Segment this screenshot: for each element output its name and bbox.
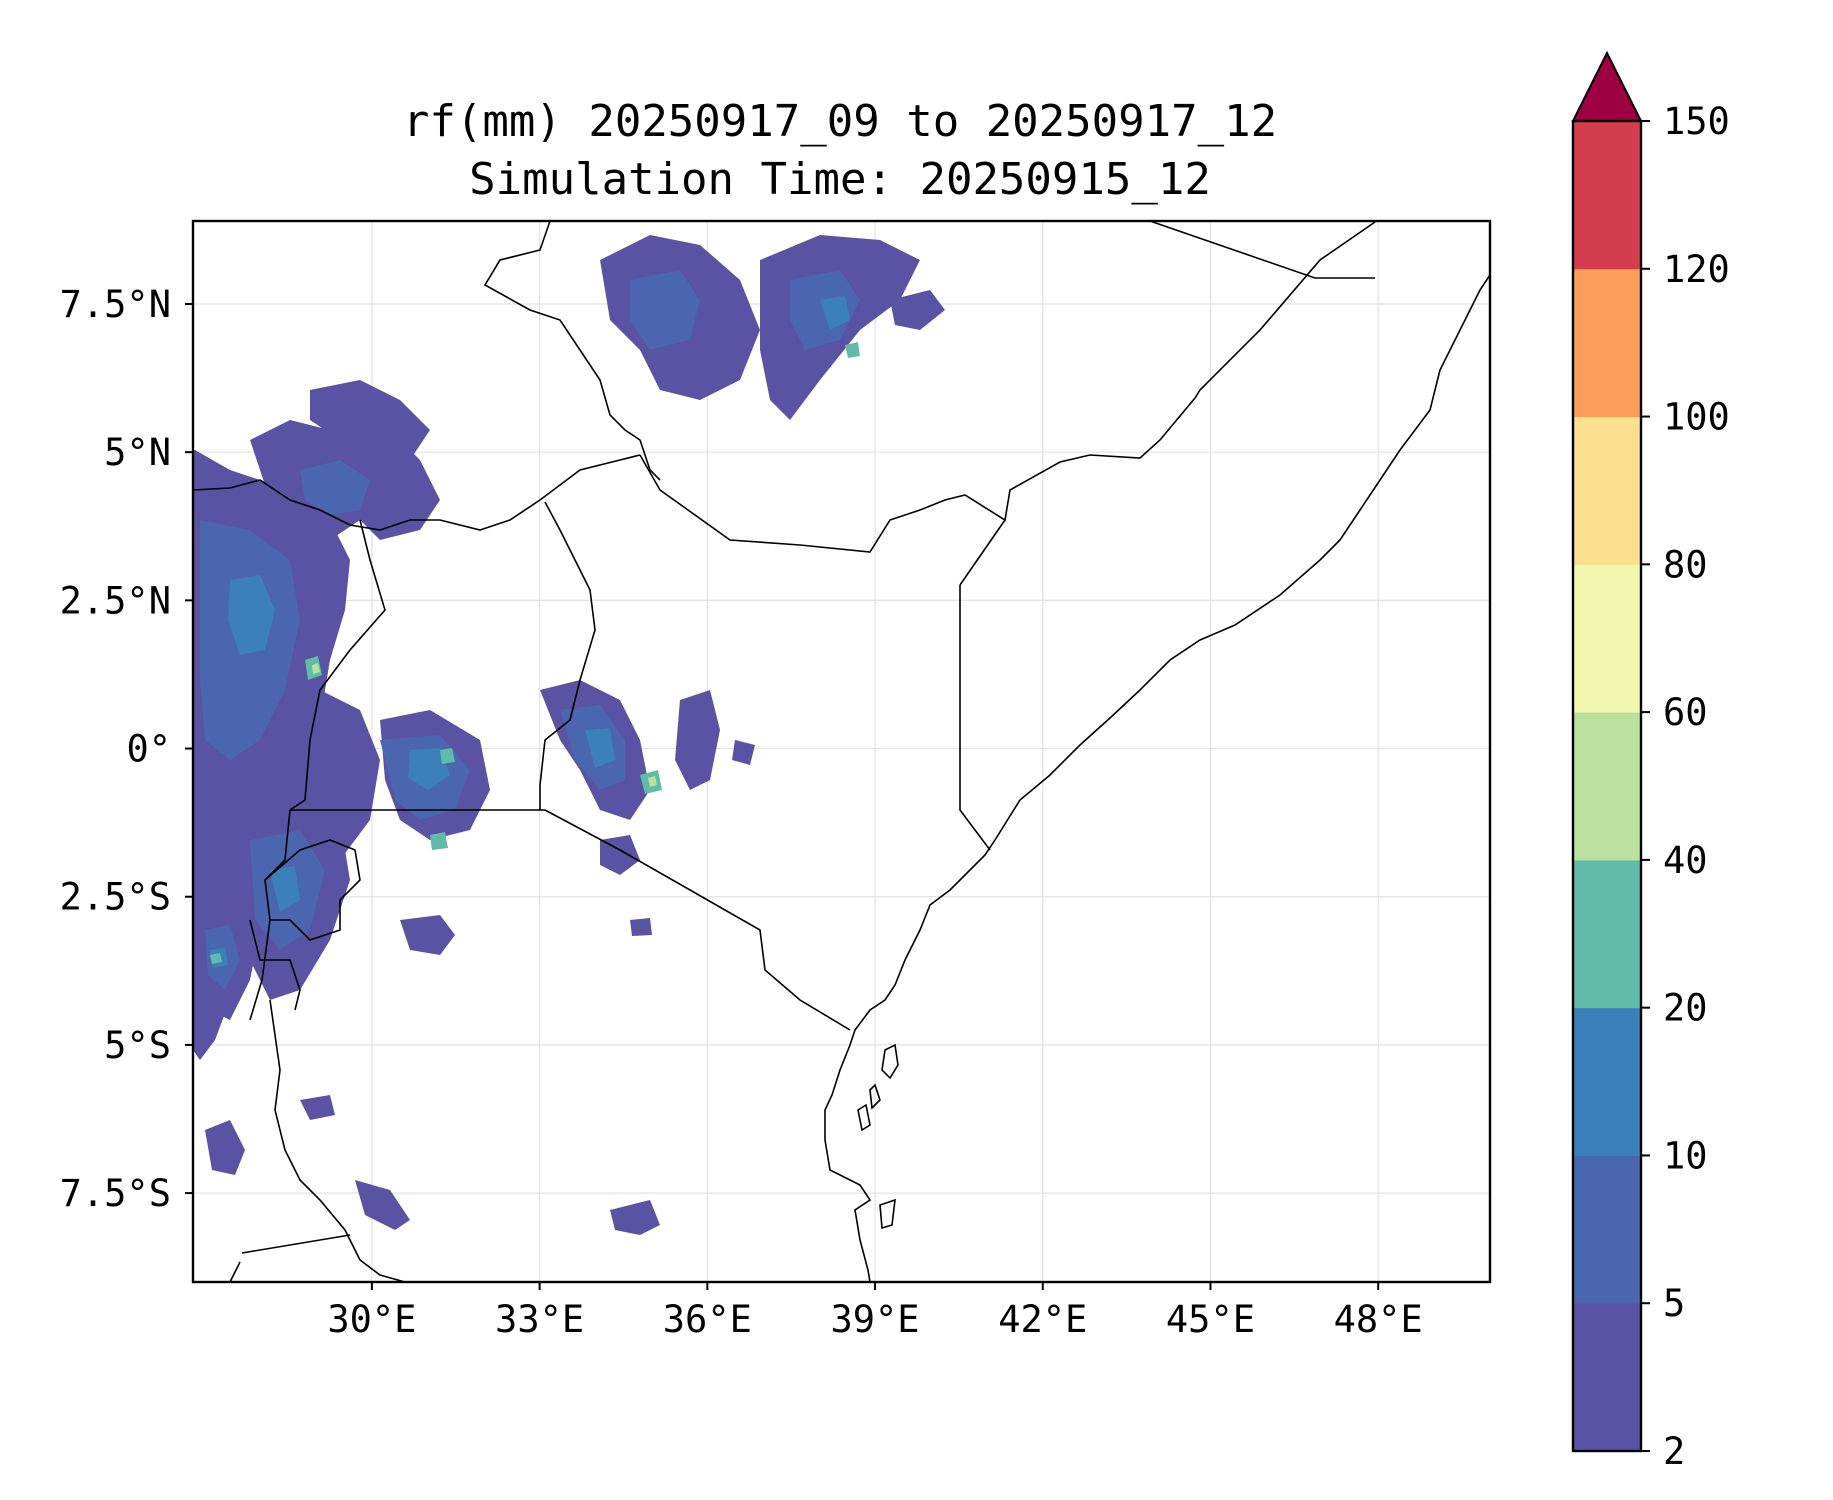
rain-blob-tz — [270, 866, 300, 912]
lat-tick-label: 7.5°S — [60, 1172, 171, 1215]
rain-blob-ethiopia — [820, 296, 850, 330]
rain-core-uganda — [300, 460, 370, 515]
colorbar-segment — [1573, 1303, 1641, 1452]
border-djibouti-top — [1149, 221, 1375, 279]
rain-level-20-40 — [210, 342, 860, 964]
colorbar-tick-label: 60 — [1663, 691, 1708, 734]
colorbar-segment — [1573, 712, 1641, 861]
border-tz-west — [249, 809, 291, 1021]
colorbar-frame — [1571, 119, 1643, 1453]
border-zambia-tz — [241, 1234, 351, 1254]
rainfall-field — [193, 235, 945, 1235]
colorbar-ticks: 2 5 10 20 40 60 80 100 120 150 — [1641, 100, 1730, 1473]
lat-tick-label: 2.5°S — [60, 876, 171, 919]
colorbar-segments — [1573, 121, 1641, 1452]
colorbar-tick-label: 5 — [1663, 1282, 1685, 1325]
border-south-sudan-south — [193, 454, 641, 531]
rain-area-kilimanjaro — [630, 918, 652, 936]
rain-area-tz-west-small — [300, 1095, 335, 1120]
rain-area-tanzania-central — [400, 915, 455, 955]
colorbar-tick-label: 2 — [1663, 1430, 1685, 1473]
rain-peak-sw — [210, 953, 222, 964]
rain-area-southwest — [205, 1120, 245, 1175]
lat-tick-label: 2.5°N — [60, 579, 171, 622]
rain-peak-tz — [430, 832, 448, 850]
colorbar-segment — [1573, 564, 1641, 713]
rain-max-kenya — [648, 776, 657, 787]
colorbar-segment — [1573, 1155, 1641, 1304]
lat-tick-label: 0° — [126, 728, 171, 771]
colorbar-tick-label: 20 — [1663, 987, 1708, 1030]
rain-level-10-20 — [210, 296, 850, 968]
map-area — [193, 221, 1490, 1282]
border-ethiopia-somalia — [639, 389, 1201, 553]
map-frame — [191, 219, 1492, 1284]
colorbar-tick-label: 10 — [1663, 1134, 1708, 1177]
border-ethiopia-somaliland — [959, 519, 1006, 586]
border-south-sudan-ethiopia — [483, 221, 661, 481]
border-tz-congo-lake — [269, 999, 406, 1282]
title-line-1: rf(mm) 20250917_09 to 20250917_12 — [403, 96, 1277, 147]
longitude-axis: 30°E 33°E 36°E 39°E 42°E 45°E 48°E — [327, 1282, 1423, 1341]
colorbar-segment — [1573, 268, 1641, 418]
lon-tick-label: 36°E — [663, 1298, 752, 1341]
colorbar-segment — [1573, 121, 1641, 270]
lon-tick-label: 39°E — [830, 1298, 919, 1341]
title-line-2: Simulation Time: 20250915_12 — [469, 154, 1211, 205]
coastline-kenya-somalia — [824, 274, 1490, 1282]
lon-tick-label: 33°E — [495, 1298, 584, 1341]
rain-area-kenya-central — [675, 690, 720, 790]
colorbar-tick-label: 100 — [1663, 396, 1730, 439]
rain-peak-ethiopia — [845, 342, 860, 358]
colorbar-tick-label: 150 — [1663, 100, 1730, 143]
colorbar-tick-label: 120 — [1663, 248, 1730, 291]
rain-area-south-east — [610, 1200, 660, 1235]
coastline-pemba — [857, 1103, 871, 1132]
rain-level-40-60 — [312, 663, 657, 787]
lat-tick-label: 7.5°N — [60, 283, 171, 326]
rain-blob-kenya — [585, 728, 615, 768]
coastline-island-south — [879, 1198, 896, 1230]
rain-area-ethiopia-3 — [890, 290, 945, 330]
rain-blob-congo-1 — [228, 575, 275, 655]
border-somalia-somaliland — [1199, 221, 1376, 391]
country-borders — [193, 221, 1490, 1282]
colorbar-segment — [1573, 1007, 1641, 1156]
border-rwanda-burundi — [264, 839, 361, 941]
rain-max-congo — [312, 663, 320, 674]
lon-tick-label: 42°E — [998, 1298, 1087, 1341]
lon-tick-label: 48°E — [1334, 1298, 1423, 1341]
border-congo-sw — [229, 1261, 241, 1282]
rain-area-south-central — [355, 1180, 410, 1230]
latitude-axis: 7.5°N 5°N 2.5°N 0° 2.5°S 5°S 7.5°S — [60, 283, 193, 1215]
colorbar: 2 5 10 20 40 60 80 100 120 150 — [1571, 50, 1730, 1473]
colorbar-segment — [1573, 416, 1641, 565]
colorbar-tick-label: 40 — [1663, 839, 1708, 882]
border-kenya-tanzania — [544, 809, 851, 1031]
colorbar-segment — [1573, 859, 1641, 1009]
lat-tick-label: 5°S — [104, 1024, 171, 1067]
rain-area-kenya-east — [732, 740, 755, 765]
border-kenya-somalia — [959, 585, 991, 851]
rain-blob-victoria — [408, 748, 450, 790]
colorbar-extend-triangle — [1571, 50, 1643, 122]
border-burundi-tz — [249, 919, 301, 1011]
colorbar-tick-label: 80 — [1663, 543, 1708, 586]
rain-area-sudan-north — [310, 380, 430, 460]
border-uganda-kenya — [539, 501, 596, 810]
coastline-zanzibar — [881, 1043, 899, 1080]
lon-tick-label: 45°E — [1166, 1298, 1255, 1341]
rain-peak-victoria — [440, 748, 455, 764]
rain-core-ethiopia — [630, 270, 700, 350]
border-uganda-west — [289, 519, 386, 811]
coastline-mafia — [869, 1083, 881, 1110]
lat-tick-label: 5°N — [104, 431, 171, 474]
lon-tick-label: 30°E — [327, 1298, 416, 1341]
